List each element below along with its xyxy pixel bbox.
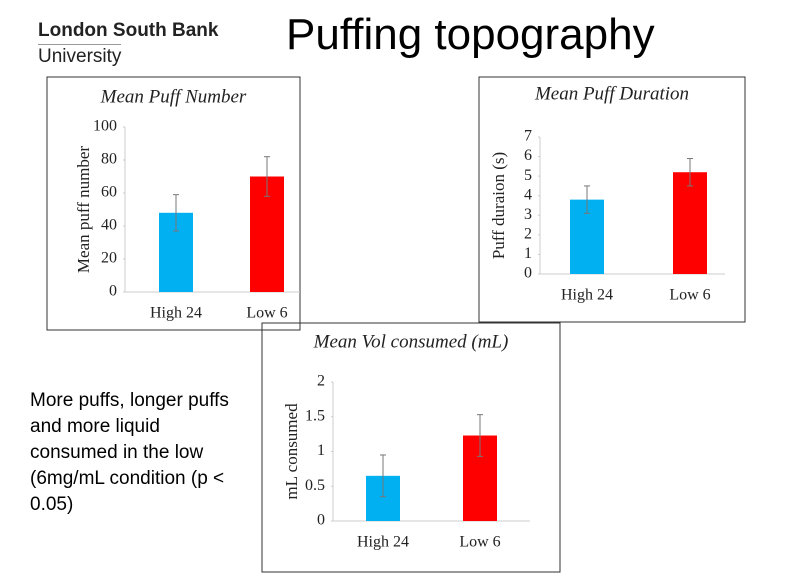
slide-title: Puffing topography — [286, 10, 655, 59]
logo: University — [38, 44, 122, 67]
note: More puffs, longer puffs and more liquid… — [30, 390, 229, 515]
y-tick-label: 1.5 — [305, 407, 325, 424]
y-tick-label: 2 — [317, 373, 325, 390]
y-tick-label: 0 — [109, 283, 117, 300]
y-tick-label: 3 — [524, 206, 532, 223]
chart-title: Mean Puff Number — [100, 86, 247, 107]
y-axis-label: Mean puff number — [74, 146, 93, 273]
y-axis-label: Puff duraion (s) — [489, 152, 508, 259]
y-axis-label: mL consumed — [282, 403, 301, 500]
x-tick-label: Low 6 — [669, 287, 710, 304]
chart-frame — [46, 76, 301, 331]
y-tick-label: 7 — [524, 128, 532, 145]
y-tick-label: 2 — [524, 226, 532, 243]
y-tick-label: 4 — [524, 186, 532, 203]
y-tick-label: 60 — [101, 184, 117, 201]
y-tick-label: 0 — [524, 265, 532, 282]
x-tick-label: Low 6 — [246, 305, 287, 322]
y-tick-label: 5 — [524, 167, 532, 184]
x-tick-label: Low 6 — [459, 534, 500, 551]
y-tick-label: 20 — [101, 250, 117, 267]
y-tick-label: 1 — [524, 245, 532, 262]
bar — [673, 172, 707, 274]
chart-title: Mean Vol consumed (mL) — [313, 331, 509, 352]
x-tick-label: High 24 — [150, 305, 202, 322]
logo: London South Bank — [38, 20, 219, 41]
chart-title: Mean Puff Duration — [534, 83, 689, 104]
x-tick-label: High 24 — [357, 534, 409, 551]
y-tick-label: 100 — [93, 118, 117, 135]
x-tick-label: High 24 — [561, 287, 613, 304]
y-tick-label: 1 — [317, 442, 325, 459]
y-tick-label: 0 — [317, 512, 325, 529]
y-tick-label: 40 — [101, 217, 117, 234]
chart-frame — [261, 322, 561, 573]
y-tick-label: 80 — [101, 151, 117, 168]
y-tick-label: 6 — [524, 147, 532, 164]
y-tick-label: 0.5 — [305, 477, 325, 494]
chart-frame — [478, 76, 746, 323]
